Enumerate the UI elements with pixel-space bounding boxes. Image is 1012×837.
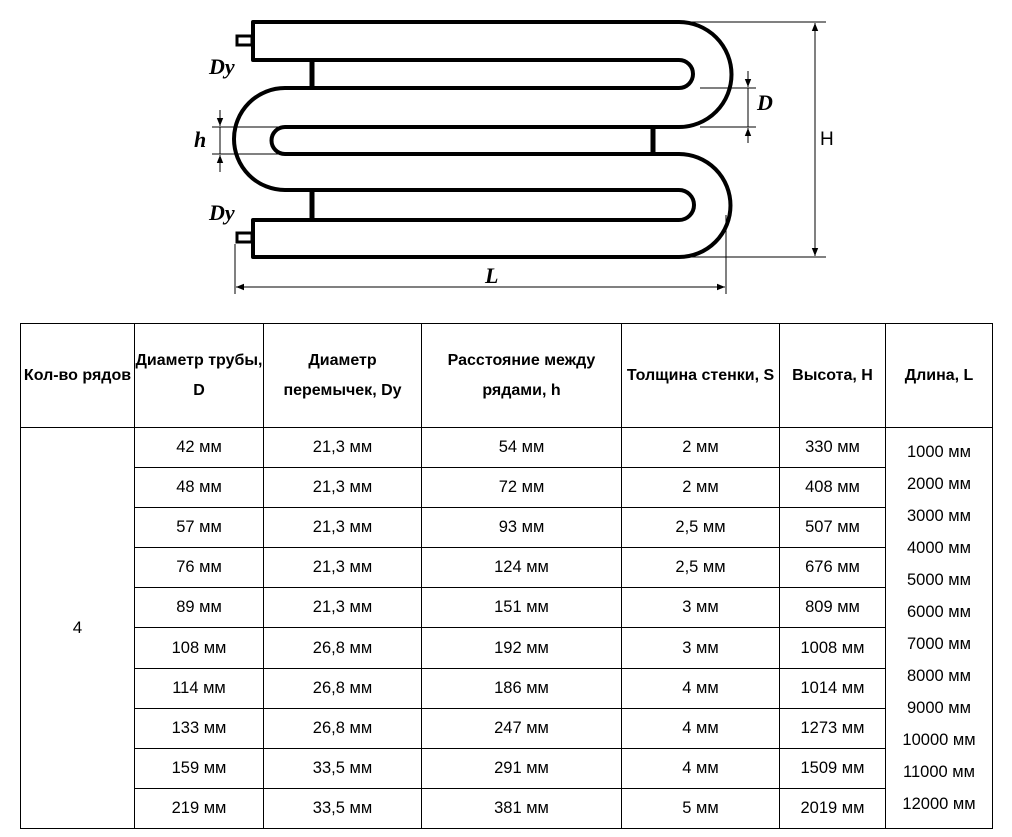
- dimension-l: [234, 215, 727, 294]
- wall-thickness-cell: 3 мм: [621, 587, 780, 629]
- table-row: 57 мм 21,3 мм 93 мм 2,5 мм 507 мм: [21, 507, 993, 549]
- table-header-row: Кол-во рядов Диаметр трубы, D Диаметр пере…: [20, 323, 993, 428]
- header-pipe-diameter: Диаметр трубы, D: [134, 323, 264, 428]
- height-cell: 330 мм: [779, 426, 886, 469]
- jumper-diameter-cell: 26,8 мм: [263, 667, 422, 709]
- label-length: L: [484, 263, 498, 288]
- jumper-diameter-cell: 21,3 мм: [263, 426, 422, 469]
- length-option: 6000 мм: [907, 603, 971, 621]
- wall-thickness-cell: 4 мм: [621, 667, 780, 709]
- row-distance-cell: 124 мм: [421, 547, 622, 589]
- row-distance-cell: 381 мм: [421, 787, 622, 830]
- row-distance-cell: 247 мм: [421, 707, 622, 749]
- jumper-diameter-cell: 33,5 мм: [263, 747, 422, 789]
- table-row: 89 мм 21,3 мм 151 мм 3 мм 809 мм: [21, 587, 993, 629]
- length-option: 3000 мм: [907, 507, 971, 525]
- length-option: 2000 мм: [907, 475, 971, 493]
- height-cell: 1509 мм: [779, 747, 886, 789]
- row-distance-cell: 93 мм: [421, 507, 622, 549]
- wall-thickness-cell: 4 мм: [621, 747, 780, 789]
- pipe-diameter-cell: 76 мм: [134, 547, 264, 589]
- label-h: h: [194, 127, 206, 152]
- pipe-diameter-cell: 108 мм: [134, 627, 264, 669]
- table-row: 76 мм 21,3 мм 124 мм 2,5 мм 676 мм: [21, 547, 993, 589]
- wall-thickness-cell: 4 мм: [621, 707, 780, 749]
- pipe-diameter-cell: 57 мм: [134, 507, 264, 549]
- header-wall-thickness: Толщина стенки, S: [621, 323, 780, 428]
- height-cell: 2019 мм: [779, 787, 886, 830]
- label-dy-bottom: Dy: [208, 200, 235, 225]
- inlet-stub: [235, 34, 254, 47]
- height-cell: 1014 мм: [779, 667, 886, 709]
- pipe-diameter-cell: 114 мм: [134, 667, 264, 709]
- jumper-diameter-cell: 21,3 мм: [263, 467, 422, 509]
- wall-thickness-cell: 2,5 мм: [621, 547, 780, 589]
- wall-thickness-cell: 2 мм: [621, 426, 780, 469]
- pipe-diameter-cell: 219 мм: [134, 787, 264, 830]
- table-row: 133 мм 26,8 мм 247 мм 4 мм 1273 мм: [21, 707, 993, 749]
- jumper-diameter-cell: 21,3 мм: [263, 587, 422, 629]
- length-option: 5000 мм: [907, 571, 971, 589]
- height-cell: 507 мм: [779, 507, 886, 549]
- rows-count-cell: 4: [20, 427, 135, 829]
- coil-diagram: Dy h Dy D H L: [194, 20, 834, 294]
- header-length: Длина, L: [885, 323, 993, 428]
- header-rows-count: Кол-во рядов: [20, 323, 135, 428]
- table-row: 48 мм 21,3 мм 72 мм 2 мм 408 мм: [21, 467, 993, 509]
- row-distance-cell: 72 мм: [421, 467, 622, 509]
- jumper-diameter-cell: 26,8 мм: [263, 707, 422, 749]
- length-option: 7000 мм: [907, 635, 971, 653]
- row-distance-cell: 54 мм: [421, 426, 622, 469]
- pipe-diameter-cell: 159 мм: [134, 747, 264, 789]
- lengths-cell: 1000 мм 2000 мм 3000 мм 4000 мм 5000 мм 6000 …: [885, 427, 993, 829]
- table-row: 108 мм 26,8 мм 192 мм 3 мм 1008 мм: [21, 627, 993, 669]
- label-d: D: [756, 90, 773, 115]
- row-distance-cell: 151 мм: [421, 587, 622, 629]
- jumper-diameter-cell: 33,5 мм: [263, 787, 422, 830]
- row-distance-cell: 192 мм: [421, 627, 622, 669]
- pipe-diameter-cell: 89 мм: [134, 587, 264, 629]
- outlet-stub: [235, 231, 254, 244]
- header-row-distance: Расстояние между рядами, h: [421, 323, 622, 428]
- length-option: 4000 мм: [907, 539, 971, 557]
- height-cell: 1008 мм: [779, 627, 886, 669]
- jumper-diameter-cell: 21,3 мм: [263, 507, 422, 549]
- height-cell: 1273 мм: [779, 707, 886, 749]
- specs-table: Кол-во рядов Диаметр трубы, D Диаметр пере…: [20, 323, 993, 830]
- label-height: H: [820, 129, 834, 150]
- table-row: 219 мм 33,5 мм 381 мм 5 мм 2019 мм: [21, 787, 993, 830]
- jumper-diameter-cell: 21,3 мм: [263, 547, 422, 589]
- header-jumper-diameter: Диаметр перемычек, Dy: [263, 323, 422, 428]
- jumper-diameter-cell: 26,8 мм: [263, 627, 422, 669]
- label-dy-top: Dy: [208, 54, 235, 79]
- length-option: 1000 мм: [907, 443, 971, 461]
- length-option: 8000 мм: [907, 667, 971, 685]
- wall-thickness-cell: 2 мм: [621, 467, 780, 509]
- pipe-diameter-cell: 133 мм: [134, 707, 264, 749]
- table-row: 159 мм 33,5 мм 291 мм 4 мм 1509 мм: [21, 747, 993, 789]
- dimension-h-total: [680, 21, 826, 258]
- dimension-d: [700, 71, 756, 143]
- length-option: 12000 мм: [902, 795, 976, 813]
- dimension-h-gap: [212, 110, 282, 172]
- height-cell: 676 мм: [779, 547, 886, 589]
- table-row: 4 42 мм 21,3 мм 54 мм 2 мм 330 мм 1000 мм 2000 …: [20, 426, 993, 829]
- wall-thickness-cell: 2,5 мм: [621, 507, 780, 549]
- length-option: 11000 мм: [903, 763, 975, 781]
- header-height: Высота, H: [779, 323, 886, 428]
- length-option: 9000 мм: [907, 699, 971, 717]
- pipe-diameter-cell: 48 мм: [134, 467, 264, 509]
- height-cell: 809 мм: [779, 587, 886, 629]
- height-cell: 408 мм: [779, 467, 886, 509]
- row-distance-cell: 291 мм: [421, 747, 622, 789]
- length-option: 10000 мм: [902, 731, 976, 749]
- table-row: 114 мм 26,8 мм 186 мм 4 мм 1014 мм: [21, 667, 993, 709]
- serpentine-tube: [232, 20, 734, 259]
- wall-thickness-cell: 3 мм: [621, 627, 780, 669]
- wall-thickness-cell: 5 мм: [621, 787, 780, 830]
- row-distance-cell: 186 мм: [421, 667, 622, 709]
- pipe-diameter-cell: 42 мм: [134, 426, 264, 469]
